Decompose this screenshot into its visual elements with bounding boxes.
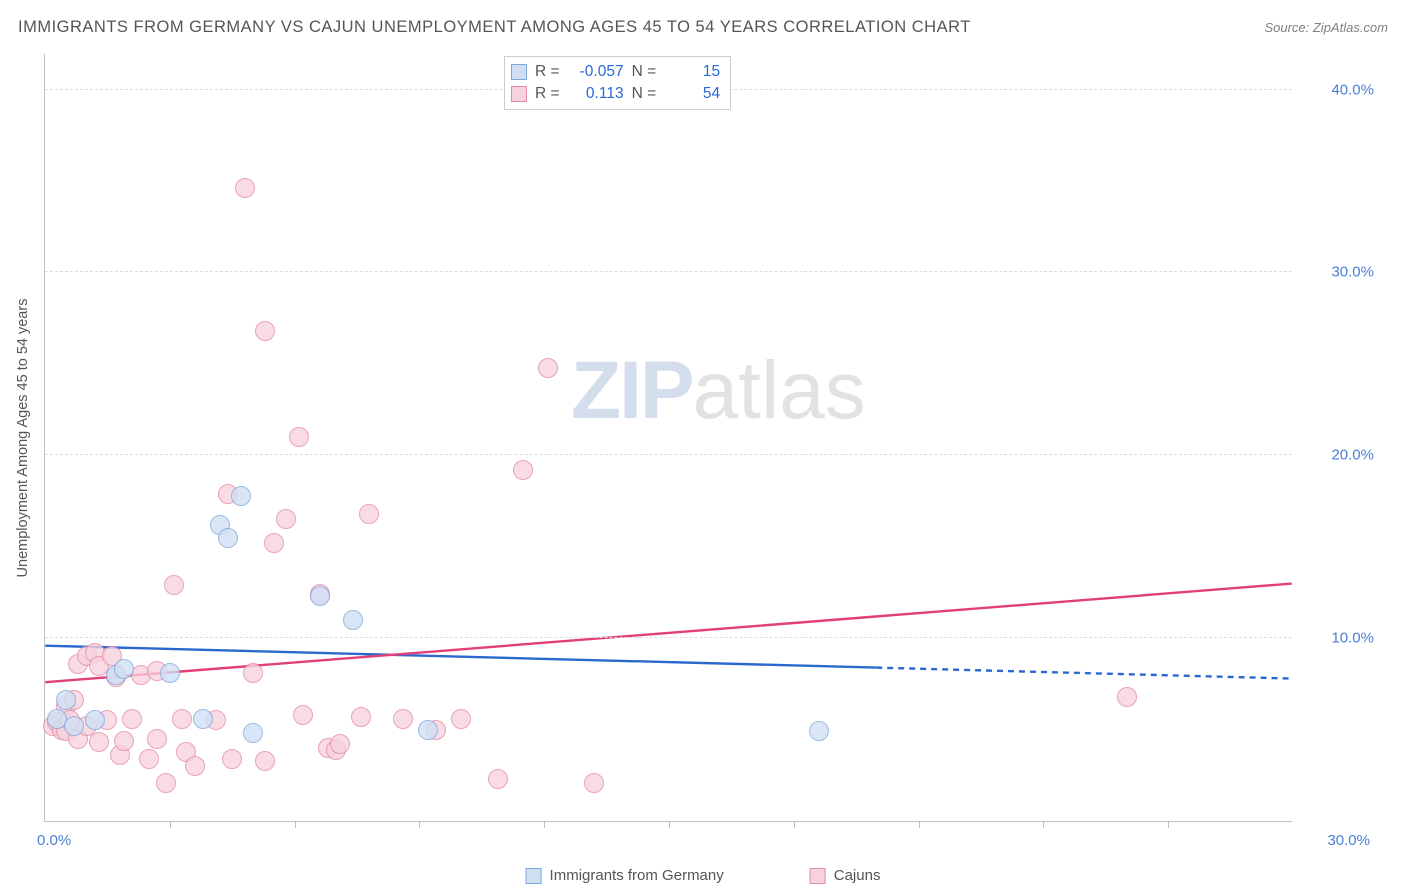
x-tick-mark (295, 821, 296, 828)
n-label: N = (632, 85, 657, 103)
data-point-cajun[interactable] (359, 504, 379, 524)
legend-swatch-cajun (511, 86, 527, 102)
y-tick-label: 20.0% (1304, 447, 1374, 464)
chart-title: IMMIGRANTS FROM GERMANY VS CAJUN UNEMPLO… (18, 18, 971, 37)
source-attribution: Source: ZipAtlas.com (1264, 20, 1388, 35)
data-point-cajun[interactable] (538, 358, 558, 378)
data-point-cajun[interactable] (222, 749, 242, 769)
data-point-cajun[interactable] (451, 709, 471, 729)
data-point-cajun[interactable] (172, 709, 192, 729)
data-point-cajun[interactable] (114, 731, 134, 751)
r-label: R = (535, 85, 560, 103)
x-tick-mark (544, 821, 545, 828)
gridline (45, 454, 1292, 455)
correlation-row-cajun: R = 0.113 N = 54 (511, 83, 720, 105)
n-label: N = (632, 63, 657, 81)
x-tick-mark (919, 821, 920, 828)
data-point-germany[interactable] (218, 528, 238, 548)
data-point-cajun[interactable] (393, 709, 413, 729)
gridline (45, 271, 1292, 272)
r-value-germany: -0.057 (568, 63, 624, 81)
data-point-cajun[interactable] (122, 709, 142, 729)
data-point-cajun[interactable] (139, 749, 159, 769)
trend-lines-layer (45, 54, 1292, 821)
data-point-cajun[interactable] (164, 575, 184, 595)
x-tick-mark (1043, 821, 1044, 828)
data-point-cajun[interactable] (513, 460, 533, 480)
r-value-cajun: 0.113 (568, 85, 624, 103)
legend-swatch-cajun (810, 868, 826, 884)
data-point-cajun[interactable] (264, 533, 284, 553)
correlation-legend: R = -0.057 N = 15 R = 0.113 N = 54 (504, 56, 731, 110)
source-prefix: Source: (1264, 20, 1312, 35)
chart-container: IMMIGRANTS FROM GERMANY VS CAJUN UNEMPLO… (0, 0, 1406, 892)
data-point-germany[interactable] (243, 723, 263, 743)
data-point-germany[interactable] (231, 486, 251, 506)
data-point-cajun[interactable] (235, 178, 255, 198)
data-point-cajun[interactable] (243, 663, 263, 683)
y-axis-label: Unemployment Among Ages 45 to 54 years (15, 298, 31, 577)
x-axis-max-label: 30.0% (1327, 832, 1370, 849)
data-point-cajun[interactable] (89, 732, 109, 752)
x-tick-mark (419, 821, 420, 828)
legend-label-germany: Immigrants from Germany (550, 867, 724, 884)
correlation-row-germany: R = -0.057 N = 15 (511, 61, 720, 83)
n-value-cajun: 54 (664, 85, 720, 103)
x-tick-mark (170, 821, 171, 828)
data-point-germany[interactable] (85, 710, 105, 730)
n-value-germany: 15 (664, 63, 720, 81)
data-point-germany[interactable] (56, 690, 76, 710)
data-point-germany[interactable] (64, 716, 84, 736)
data-point-germany[interactable] (343, 610, 363, 630)
y-tick-label: 40.0% (1304, 81, 1374, 98)
data-point-germany[interactable] (114, 659, 134, 679)
data-point-germany[interactable] (193, 709, 213, 729)
x-tick-mark (669, 821, 670, 828)
legend-item-cajun[interactable]: Cajuns (810, 867, 881, 884)
data-point-cajun[interactable] (1117, 687, 1137, 707)
data-point-cajun[interactable] (289, 427, 309, 447)
data-point-germany[interactable] (809, 721, 829, 741)
legend-swatch-germany (526, 868, 542, 884)
data-point-cajun[interactable] (255, 751, 275, 771)
x-tick-mark (794, 821, 795, 828)
data-point-cajun[interactable] (584, 773, 604, 793)
y-tick-label: 10.0% (1304, 630, 1374, 647)
legend-item-germany[interactable]: Immigrants from Germany (526, 867, 724, 884)
y-tick-label: 30.0% (1304, 264, 1374, 281)
data-point-cajun[interactable] (147, 729, 167, 749)
gridline (45, 637, 1292, 638)
trend-line (876, 668, 1291, 679)
data-point-cajun[interactable] (330, 734, 350, 754)
r-label: R = (535, 63, 560, 81)
data-point-germany[interactable] (418, 720, 438, 740)
source-link[interactable]: ZipAtlas.com (1313, 20, 1388, 35)
plot-area: Unemployment Among Ages 45 to 54 years Z… (44, 54, 1292, 822)
data-point-cajun[interactable] (185, 756, 205, 776)
data-point-germany[interactable] (160, 663, 180, 683)
x-axis-min-label: 0.0% (37, 832, 71, 849)
data-point-germany[interactable] (310, 586, 330, 606)
data-point-cajun[interactable] (488, 769, 508, 789)
data-point-cajun[interactable] (293, 705, 313, 725)
data-point-cajun[interactable] (255, 321, 275, 341)
trend-line (45, 584, 1291, 683)
legend-swatch-germany (511, 64, 527, 80)
data-point-cajun[interactable] (351, 707, 371, 727)
x-tick-mark (1168, 821, 1169, 828)
data-point-cajun[interactable] (156, 773, 176, 793)
legend-label-cajun: Cajuns (834, 867, 881, 884)
data-point-cajun[interactable] (276, 509, 296, 529)
series-legend: Immigrants from Germany Cajuns (526, 867, 881, 884)
